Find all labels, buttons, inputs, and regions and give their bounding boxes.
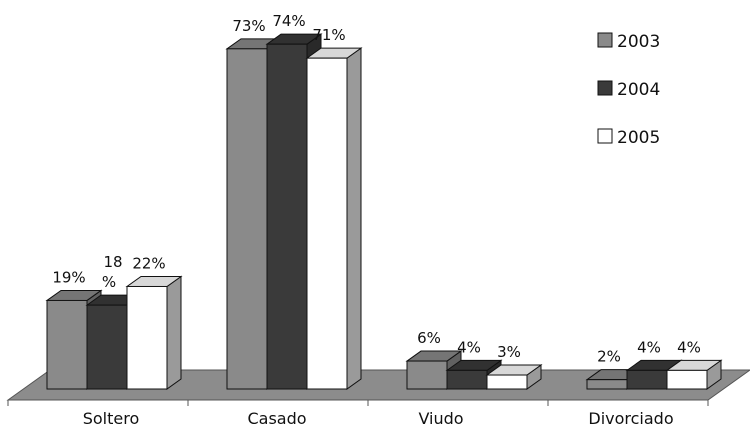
legend-swatch-2005 (597, 128, 613, 144)
data-label-viudo-2003: 6% (417, 329, 441, 347)
data-label-divorciado-2004: 4% (637, 338, 661, 356)
data-label-casado-2003: 73% (232, 17, 265, 35)
legend-label-2003: 2003 (617, 32, 660, 52)
legend-swatch-2003 (597, 32, 613, 48)
legend-label-2004: 2004 (617, 80, 660, 100)
category-label-divorciado: Divorciado (588, 409, 673, 428)
bar-divorciado-2005 (665, 359, 723, 390)
legend: 2003 2004 2005 (597, 32, 660, 148)
bars-group (45, 33, 723, 390)
data-label-viudo-2004: 4% (457, 338, 481, 356)
category-label-soltero: Soltero (83, 409, 140, 428)
data-label-divorciado-2005: 4% (677, 338, 701, 356)
data-label-divorciado-2003: 2% (597, 348, 621, 366)
data-label-casado-2005: 71% (312, 26, 345, 44)
data-label-soltero-2005: 22% (132, 254, 165, 272)
data-label-casado-2004: 74% (272, 12, 305, 30)
data-label-soltero-2004: 18% (102, 253, 123, 291)
data-label-soltero-2003: 19% (52, 268, 85, 286)
bar-soltero-2005 (125, 275, 183, 390)
category-label-casado: Casado (247, 409, 306, 428)
data-label-viudo-2005: 3% (497, 343, 521, 361)
x-axis (7, 399, 709, 406)
bar-viudo-2003 (405, 350, 463, 390)
data-labels-group: 19% 18 % 22% 73% 74% 71% 6% 4% 3% 2% 4% 4% (52, 12, 701, 366)
category-label-viudo: Viudo (418, 409, 463, 428)
legend-label-2005: 2005 (617, 128, 660, 148)
bar-viudo-2005 (485, 364, 543, 390)
category-labels-group: Soltero Casado Viudo Divorciado (83, 409, 674, 428)
legend-swatch-2004 (597, 80, 613, 96)
bar-casado-2005 (305, 47, 363, 390)
